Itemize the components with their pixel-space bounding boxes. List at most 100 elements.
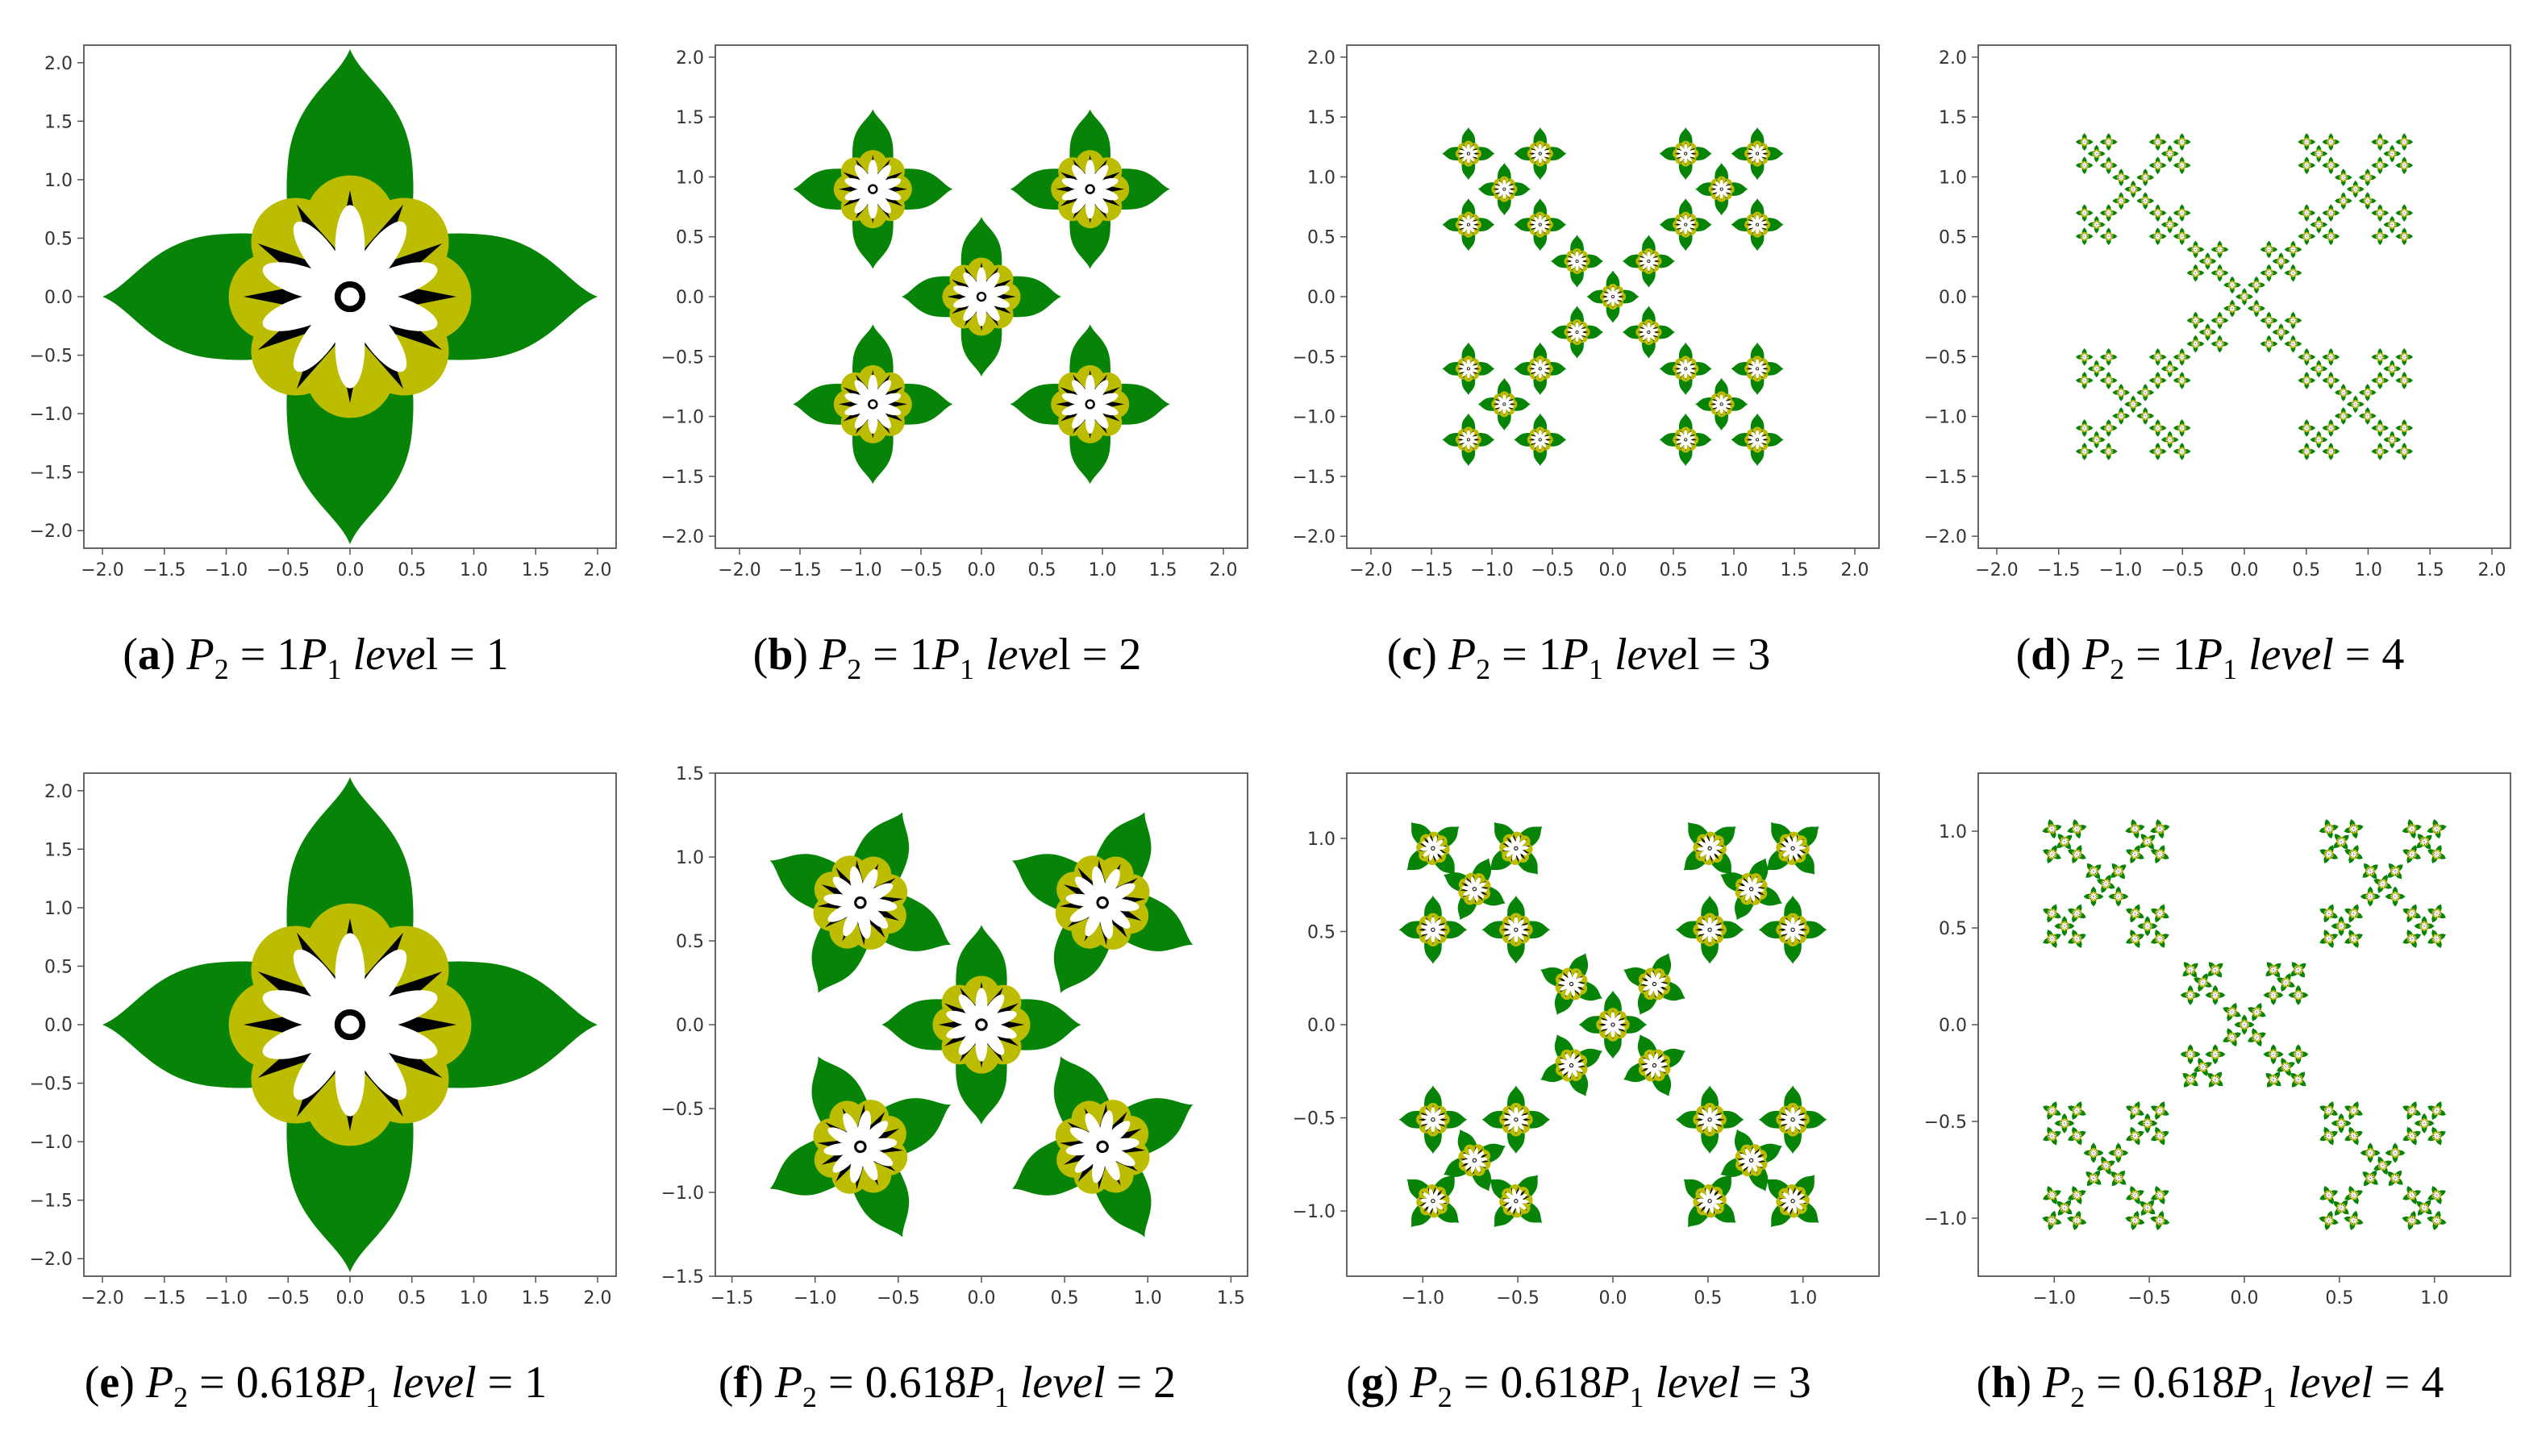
flower-marks bbox=[726, 773, 1237, 1276]
flower-glyph bbox=[2414, 1113, 2435, 1134]
flower-glyph bbox=[2136, 191, 2155, 210]
flower-glyph bbox=[2360, 886, 2381, 907]
flower-glyph bbox=[2371, 227, 2390, 246]
flower-glyph bbox=[1675, 1084, 1745, 1154]
flower-glyph bbox=[900, 215, 1063, 378]
flower-glyph bbox=[2112, 406, 2131, 426]
y-tick-label: 2.0 bbox=[44, 782, 73, 802]
flower-glyph bbox=[2107, 886, 2129, 907]
caption-d: (d) P2 = 1P1 level = 4 bbox=[2015, 630, 2405, 686]
y-tick-label: −1.0 bbox=[661, 1184, 704, 1204]
flower-glyph bbox=[1481, 1084, 1551, 1154]
flower-glyph bbox=[2385, 1142, 2406, 1163]
flower-marks bbox=[2038, 816, 2451, 1233]
flower-glyph bbox=[2210, 240, 2229, 259]
y-tick-label: −1.0 bbox=[1924, 408, 1967, 428]
x-tick-label: 2.0 bbox=[2477, 560, 2506, 580]
x-tick-label: 0.0 bbox=[1599, 1288, 1627, 1308]
flower-glyph bbox=[2075, 203, 2094, 223]
flower-glyph bbox=[2322, 418, 2340, 438]
y-tick-label: −0.5 bbox=[30, 1075, 73, 1095]
caption-h: (h) P2 = 0.618P1 level = 4 bbox=[1976, 1358, 2444, 1414]
flower-glyph bbox=[2083, 1142, 2104, 1163]
flower-glyph bbox=[2205, 984, 2226, 1006]
flower-glyph bbox=[2210, 335, 2229, 353]
panel-d: −2.0 −1.5 −1.0 −0.5 0.0 0.5 1.0 1.5 2.0 −2.0 −1.5−… bbox=[1894, 0, 2525, 728]
flower-glyph bbox=[2395, 442, 2414, 461]
flower-marks bbox=[792, 108, 1171, 485]
panel-f: −1.5 −1.0 −0.5 0.0 0.5 1.0 1.5 −1.5 −1.0 −0.5 0.0 0… bbox=[631, 728, 1263, 1456]
x-tick-label: −1.5 bbox=[143, 560, 185, 580]
flower-glyph bbox=[2186, 240, 2205, 259]
flower-glyph bbox=[2395, 371, 2414, 390]
flower-glyph bbox=[2136, 406, 2155, 426]
x-tick-label: −2.0 bbox=[718, 560, 760, 580]
y-tick-label: −1.5 bbox=[30, 1192, 73, 1212]
flower-glyph bbox=[2371, 371, 2390, 390]
x-tick-label: −1.5 bbox=[710, 1288, 753, 1308]
y-tick-label: −0.5 bbox=[1293, 1109, 1335, 1129]
flower-glyph bbox=[2148, 371, 2167, 390]
y-tick-label: −0.5 bbox=[661, 1100, 704, 1120]
flower-glyph bbox=[2247, 276, 2266, 294]
y-tick-label: 0.5 bbox=[44, 957, 73, 977]
y-tick-label: −1.5 bbox=[1924, 468, 1967, 488]
x-tick-label: 1.0 bbox=[2420, 1288, 2448, 1308]
x-tick-label: 0.0 bbox=[968, 560, 996, 580]
plot-a: −2.0 −1.5 −1.0 −0.5 0.0 0.5 1.0 1.5 2.0−2.0−1.5−… bbox=[30, 44, 617, 580]
flower-glyph bbox=[2186, 311, 2205, 330]
flower-glyph bbox=[1513, 413, 1567, 467]
flower-glyph bbox=[1550, 305, 1604, 360]
flower-glyph bbox=[1659, 342, 1713, 396]
flower-glyph bbox=[2124, 180, 2143, 198]
y-tick-label: 0.5 bbox=[1307, 922, 1335, 942]
flower-marks bbox=[102, 777, 598, 1272]
x-tick-label: 0.5 bbox=[2325, 1288, 2353, 1308]
flower-glyph bbox=[1550, 234, 1604, 289]
flower-glyph bbox=[2334, 168, 2352, 187]
x-tick-label: −1.0 bbox=[2033, 1288, 2076, 1308]
flower-glyph bbox=[2186, 335, 2205, 353]
flower-glyph bbox=[2358, 168, 2377, 187]
flower-glyph bbox=[2223, 299, 2242, 318]
flower-glyph bbox=[2107, 1142, 2129, 1163]
flower-glyph bbox=[2205, 1043, 2226, 1065]
x-tick-label: −0.5 bbox=[877, 1288, 919, 1308]
x-tick-label: −0.5 bbox=[267, 560, 310, 580]
flower-glyph bbox=[102, 777, 598, 1272]
flower-glyph bbox=[2234, 1014, 2255, 1035]
x-tick-label: 0.0 bbox=[336, 560, 365, 580]
flower-glyph bbox=[2322, 132, 2340, 152]
flower-glyph bbox=[2310, 144, 2328, 163]
y-tick-label: −1.0 bbox=[1293, 408, 1335, 428]
x-tick-label: 0.0 bbox=[2231, 560, 2259, 580]
x-tick-label: 1.5 bbox=[522, 1288, 550, 1308]
plot-b: −2.0 −1.5 −1.0 −0.5 0.0 0.5 1.0 1.5 2.0−2.0−1.5−… bbox=[661, 44, 1248, 580]
flower-glyph bbox=[2148, 418, 2167, 438]
flower-glyph bbox=[2112, 191, 2131, 210]
flower-glyph bbox=[1758, 1084, 1828, 1154]
panel-b: −2.0 −1.5 −1.0 −0.5 0.0 0.5 1.0 1.5 2.0 −2.0 −1.5−… bbox=[631, 0, 1263, 728]
flower-glyph bbox=[2298, 418, 2316, 438]
x-tick-label: 0.5 bbox=[1051, 1288, 1079, 1308]
flower-glyph bbox=[2160, 431, 2179, 449]
x-tick-label: 0.5 bbox=[398, 1288, 426, 1308]
flower-glyph bbox=[2136, 168, 2155, 187]
y-tick-label: −1.5 bbox=[661, 1267, 704, 1288]
x-tick-label: 1.5 bbox=[1217, 1288, 1245, 1308]
x-tick-label: −0.5 bbox=[1531, 560, 1573, 580]
x-tick-label: 1.0 bbox=[460, 1288, 488, 1308]
caption-a: (a) P2 = 1P1 level = 1 bbox=[123, 630, 509, 686]
plot-h: −1.0 −0.5 0.0 0.5 1.0 −1.0 −0.5 0.0 0.5 1.0 bbox=[1924, 772, 2511, 1308]
y-tick-label: −2.0 bbox=[30, 522, 73, 542]
x-tick-label: −0.5 bbox=[2127, 1288, 2170, 1308]
x-tick-label: 1.0 bbox=[2354, 560, 2382, 580]
x-tick-label: 0.5 bbox=[1660, 560, 1688, 580]
y-tick-label: −1.0 bbox=[661, 408, 704, 428]
x-tick-label: 0.5 bbox=[1028, 560, 1056, 580]
flower-glyph bbox=[1622, 234, 1676, 289]
flower-glyph bbox=[2075, 371, 2094, 390]
flower-glyph bbox=[2263, 1043, 2284, 1065]
y-tick-label: 1.0 bbox=[1939, 822, 1967, 842]
plot-e: −2.0 −1.5 −1.0 −0.5 0.0 0.5 1.0 1.5 2.0−2.0−1.5−… bbox=[30, 772, 617, 1308]
